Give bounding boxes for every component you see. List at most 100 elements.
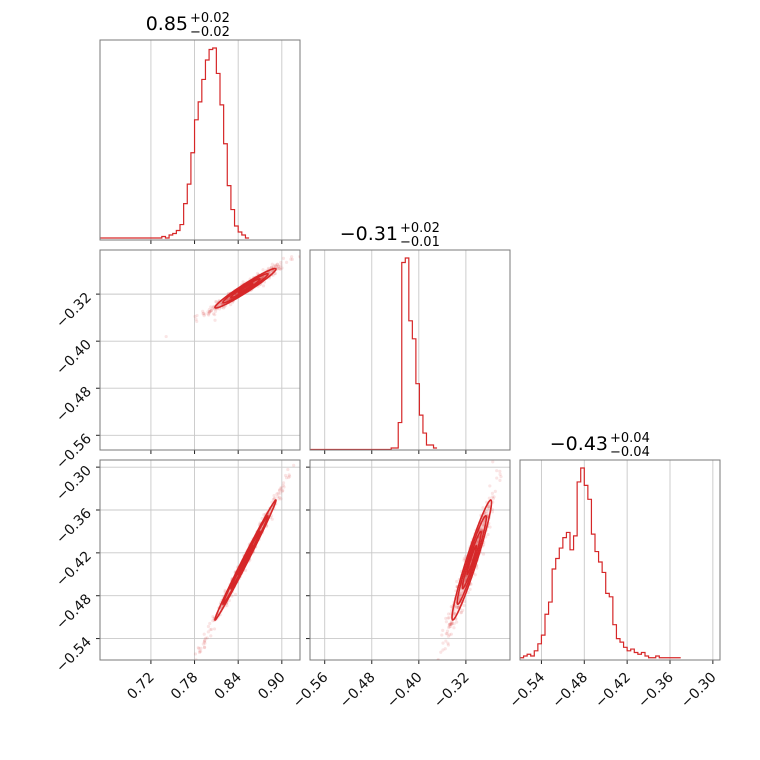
panel-marks [436,460,503,660]
sample-point [206,630,210,634]
sample-point [475,566,479,570]
sample-point [287,475,291,480]
sample-point [449,632,453,636]
sample-point [303,438,306,441]
sample-point [456,604,460,608]
sample-point [195,313,199,318]
sample-point [206,624,211,629]
sample-point [202,640,206,644]
sample-point [281,483,285,488]
contour-level [237,544,254,576]
sample-point [201,309,205,313]
sample-point [211,615,215,619]
sample-point [486,504,491,508]
sample-point [447,625,451,630]
sample-point [196,646,200,650]
sample-point [446,641,450,645]
sample-point [288,474,292,478]
sample-point [303,444,306,447]
sample-point [439,650,443,654]
param-title-minus: −0.04 [610,445,650,460]
sample-point [284,260,289,264]
sample-point [195,319,199,323]
x-tick-label: 0.84 [212,669,245,702]
sample-point [272,264,276,268]
sample-point [488,484,492,488]
sample-point [287,473,291,477]
x-tick-label: −0.48 [337,670,379,712]
sample-point [211,619,215,623]
sample-point [449,621,453,626]
sample-point [281,256,286,260]
sample-point [280,489,284,493]
sample-point [222,306,226,310]
x-tick-label: −0.40 [384,670,426,712]
sample-point [208,309,213,313]
sample-point [276,494,280,499]
sample-point [197,646,201,651]
sample-point [448,622,452,626]
y-tick-label: −0.54 [53,634,95,676]
sample-point [277,489,282,493]
sample-point [488,525,492,529]
sample-point [440,633,444,637]
panel-frame [99,249,301,451]
param-title-value: 0.85 [146,13,188,35]
panel-frame [519,459,721,661]
sample-point [486,505,490,509]
y-tick-label: −0.40 [53,337,95,379]
sample-point [459,592,463,596]
sample-point [445,632,449,636]
panel-marks [164,254,300,339]
sample-point [459,593,463,597]
sample-point [203,312,207,316]
sample-point [193,314,197,319]
sample-point [493,489,497,493]
sample-point [473,573,477,577]
x-tick-label: −0.42 [592,670,634,712]
sample-point [498,472,502,476]
sample-point [164,334,168,339]
x-tick-label: −0.36 [635,669,677,711]
sample-point [207,308,211,312]
sample-point [212,627,217,631]
sample-point [498,469,502,473]
sample-point [459,611,463,615]
sample-point [447,616,451,620]
sample-point [277,495,282,499]
x-tick-label: −0.54 [507,669,549,711]
sample-point [495,476,499,480]
sample-point [211,312,216,316]
sample-point [274,264,278,269]
sample-point [445,629,450,633]
sample-point [211,305,215,309]
sample-point [277,488,282,492]
histogram-step-line [310,257,438,451]
histogram-step-line [520,467,681,659]
sample-point [449,622,453,626]
sample-point [495,469,499,473]
sample-point [453,611,457,616]
sample-point [441,648,445,652]
sample-point [279,263,283,267]
sample-point [481,552,486,556]
contour-level [456,514,488,606]
sample-point [479,527,484,531]
sample-point [194,317,198,321]
sample-point [204,636,208,640]
sample-point [278,267,282,271]
sample-point [456,605,460,610]
sample-point [463,599,467,604]
histogram-panel-1: −0.31 +0.02−0.01 [309,221,511,454]
sample-point [286,467,290,472]
sample-point [457,596,462,600]
sample-point [459,610,464,614]
panel-frame [99,459,301,661]
x-tick-label: −0.56 [290,669,332,711]
contour-level [214,267,277,309]
sample-point [484,512,488,516]
sample-point [241,280,245,284]
sample-point [486,505,491,509]
y-tick-label: −0.36 [53,505,95,547]
